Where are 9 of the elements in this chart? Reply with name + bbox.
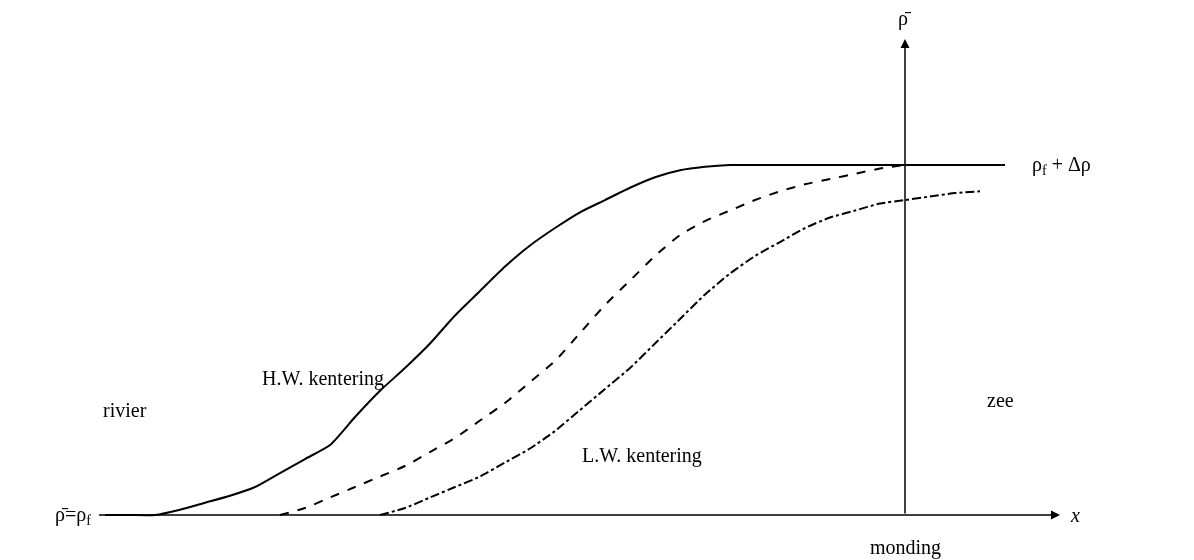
- x-axis-title: x: [1070, 504, 1080, 526]
- text: ρ̄: [898, 7, 912, 30]
- text: monding: [870, 536, 942, 559]
- annotation: zee: [987, 389, 1014, 411]
- text: ρ$_{f}$ + Δρ: [1032, 153, 1091, 179]
- series-label: L.W. kentering: [582, 444, 702, 467]
- annotation: rivier: [103, 399, 147, 421]
- series-label: H.W. kentering: [262, 367, 385, 390]
- text: ρ̄=ρ$_{f}$: [55, 503, 92, 529]
